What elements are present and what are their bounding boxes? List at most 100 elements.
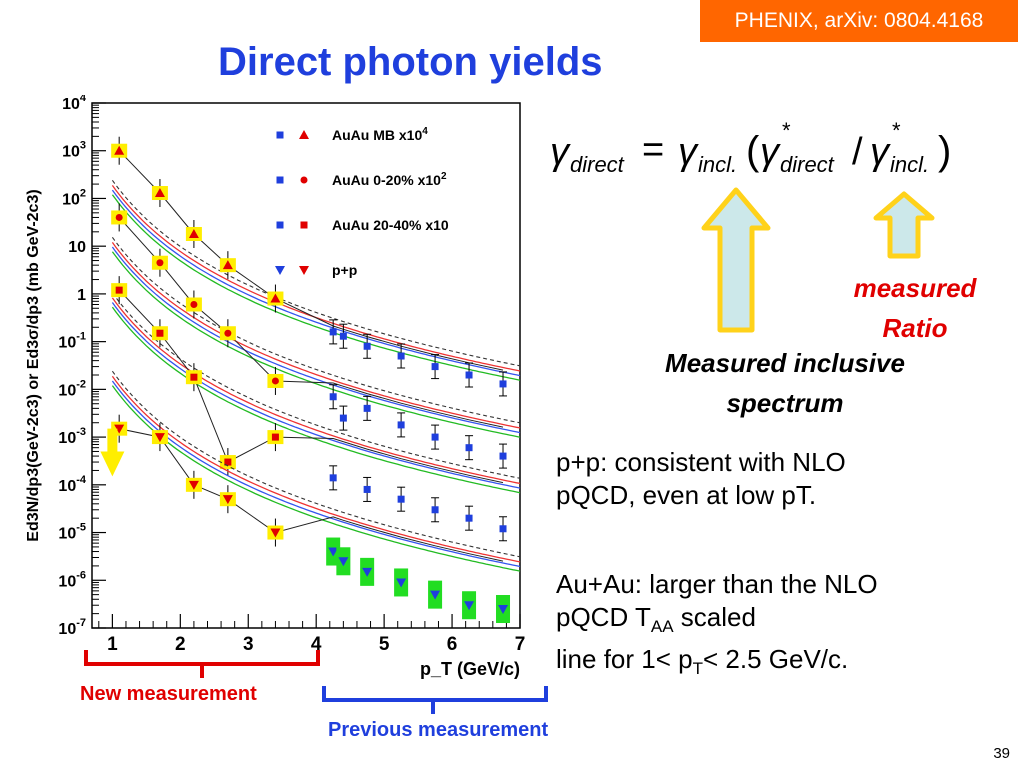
svg-text:incl.: incl. xyxy=(890,152,929,177)
data-point-new xyxy=(114,145,125,155)
nlo-curve-red xyxy=(111,242,521,429)
data-point-previous xyxy=(396,578,407,588)
nlo-curve-red xyxy=(111,375,521,563)
data-point-new xyxy=(156,329,164,337)
y-tick-label: 10 xyxy=(68,239,86,256)
svg-text:γ: γ xyxy=(870,131,891,173)
nlo-curve-green xyxy=(111,385,521,572)
nlo-curve-dashed xyxy=(111,179,521,367)
y-tick-label: 10-6 xyxy=(58,569,86,590)
new-measurement-label: New measurement xyxy=(80,683,257,705)
data-point-previous xyxy=(363,485,371,493)
x-tick-label: 5 xyxy=(379,634,390,655)
data-point-previous xyxy=(465,444,473,452)
x-tick-label: 6 xyxy=(447,634,458,655)
data-point-previous xyxy=(499,452,507,460)
nlo-curve-dashed xyxy=(111,370,521,558)
data-point-previous xyxy=(329,474,337,482)
legend-marker-red xyxy=(300,176,308,184)
direct-photon-formula: γ direct = γ incl. ( γ * direct / γ * in… xyxy=(550,118,951,177)
data-point-new xyxy=(115,286,123,294)
arrow-ratio-icon xyxy=(873,191,935,259)
data-point-previous xyxy=(339,414,347,422)
y-tick-label: 10-2 xyxy=(58,378,86,399)
pp-statement: p+p: consistent with NLO pQCD, even at l… xyxy=(556,447,846,510)
data-point-previous xyxy=(397,352,405,360)
data-point-previous xyxy=(362,567,373,577)
measured-inclusive-label: Measured inclusive spectrum xyxy=(665,348,905,418)
svg-text:incl.: incl. xyxy=(698,152,737,177)
data-point-previous xyxy=(431,363,439,371)
nlo-curve-blue xyxy=(111,380,521,568)
data-point-new xyxy=(224,329,232,337)
svg-text:direct: direct xyxy=(570,152,625,177)
legend-marker-red xyxy=(299,130,309,139)
nlo-curve-blue xyxy=(111,302,521,489)
data-point-new xyxy=(156,259,164,267)
data-point-new xyxy=(114,424,125,434)
legend-marker-red xyxy=(299,266,309,275)
data-point-previous xyxy=(329,393,337,401)
x-tick-label: 3 xyxy=(243,634,254,655)
new-measurement-bracket xyxy=(84,650,320,678)
data-point-previous xyxy=(465,514,473,522)
data-point-new xyxy=(224,458,232,466)
y-tick-label: 10-1 xyxy=(58,331,86,352)
svg-text:γ: γ xyxy=(678,131,699,173)
legend-marker-blue xyxy=(276,176,284,184)
data-point-previous xyxy=(363,404,371,412)
nlo-curve-blue xyxy=(111,246,521,434)
nlo-curve-dashed xyxy=(111,236,521,424)
data-point-previous xyxy=(464,601,475,611)
data-point-previous xyxy=(397,495,405,503)
x-tick-label: 4 xyxy=(311,634,322,655)
x-tick-label: 7 xyxy=(515,634,526,655)
legend-label: AuAu MB x104 xyxy=(332,126,428,143)
data-point-new xyxy=(154,433,165,443)
reference-banner: PHENIX, arXiv: 0804.4168 xyxy=(700,0,1018,42)
svg-text:): ) xyxy=(938,129,951,173)
data-point-previous xyxy=(431,433,439,441)
legend-marker-blue xyxy=(275,266,285,275)
y-tick-label: 10-4 xyxy=(58,474,86,495)
data-point-new xyxy=(270,528,281,538)
data-point-new xyxy=(271,377,279,385)
slide-title: Direct photon yields xyxy=(218,40,603,84)
legend-label: p+p xyxy=(332,262,357,278)
data-point-previous xyxy=(465,371,473,379)
data-point-previous xyxy=(430,590,441,600)
fit-curve xyxy=(119,428,504,562)
data-point-new xyxy=(190,300,198,308)
legend-marker-red xyxy=(300,221,308,229)
x-tick-label: 2 xyxy=(175,634,186,655)
data-point-new xyxy=(222,495,233,505)
y-axis-label: Ed3N/dp3(GeV-2c3) or Ed3σ/dp3 (mb GeV-2c… xyxy=(25,189,42,541)
svg-text:direct: direct xyxy=(780,152,835,177)
arrow-inclusive-icon xyxy=(701,187,771,333)
y-tick-label: 102 xyxy=(62,187,86,208)
legend-marker-blue xyxy=(276,131,284,139)
auau-statement: Au+Au: larger than the NLO pQCD TAA scal… xyxy=(556,569,878,679)
fit-curve xyxy=(118,289,504,484)
data-point-new xyxy=(190,373,198,381)
data-point-new xyxy=(270,293,281,303)
svg-text:*: * xyxy=(892,118,901,143)
data-point-previous xyxy=(397,421,405,429)
y-tick-label: 10-5 xyxy=(58,522,86,543)
x-tick-label: 1 xyxy=(107,634,118,655)
data-point-previous xyxy=(338,557,349,567)
nlo-curve-blue xyxy=(111,189,521,377)
data-point-previous xyxy=(363,342,371,350)
x-axis-label: p_T (GeV/c) xyxy=(420,659,520,679)
y-tick-label: 104 xyxy=(62,95,87,113)
y-tick-label: 10-7 xyxy=(58,617,86,638)
data-point-previous xyxy=(339,332,347,340)
y-tick-label: 103 xyxy=(62,140,86,161)
yield-chart: 104 103 102 10 1 10-1 10-2 10-3 10-4 10-5 10-6 10-7… xyxy=(0,92,530,695)
data-point-new xyxy=(115,213,123,221)
y-tick-label: 1 xyxy=(77,287,86,304)
svg-text:γ: γ xyxy=(550,131,571,173)
nlo-curve-red xyxy=(111,297,521,485)
legend-label: AuAu 20-40% x10 xyxy=(332,217,449,233)
data-point-previous xyxy=(431,506,439,514)
